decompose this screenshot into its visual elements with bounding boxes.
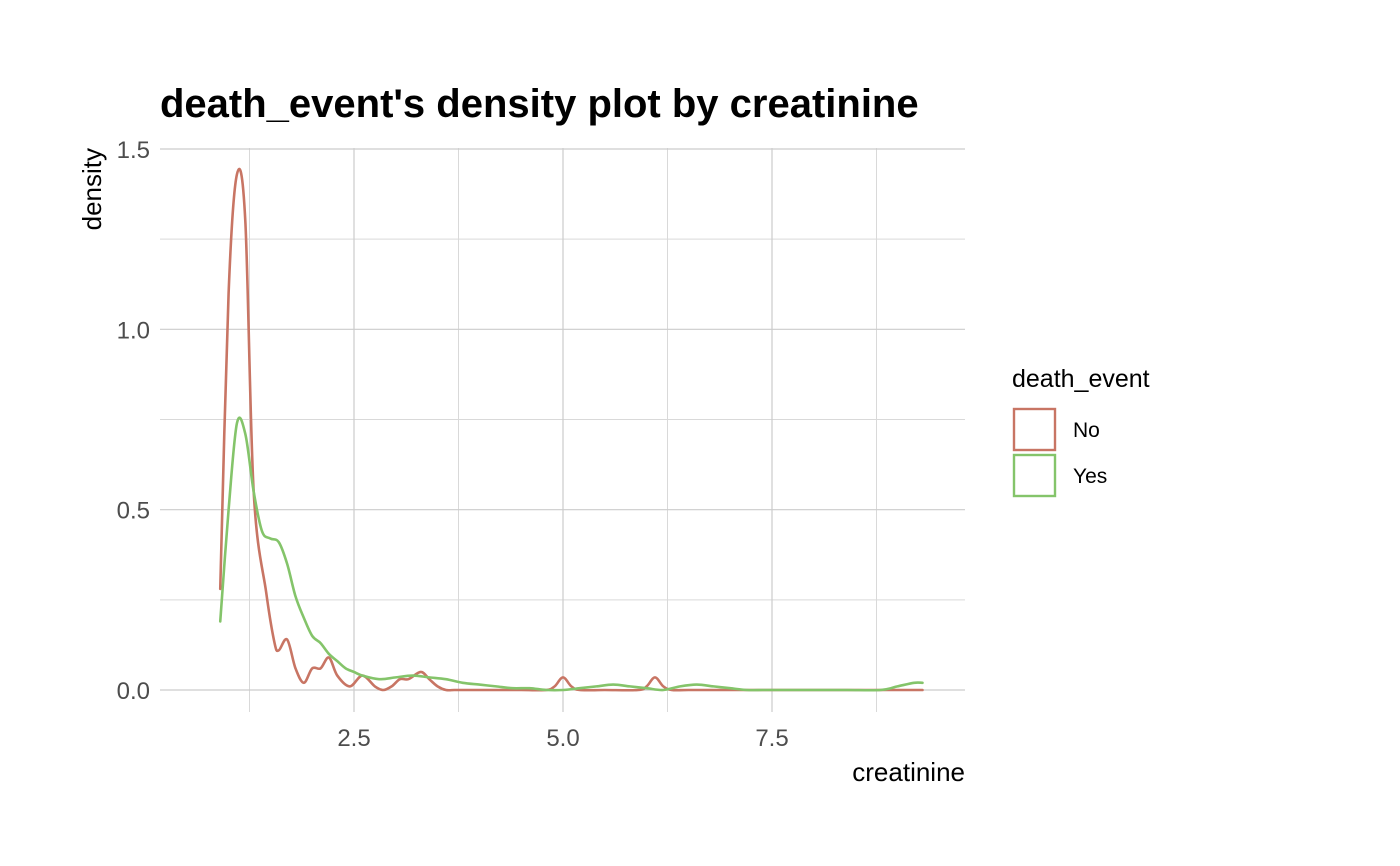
x-tick-label-2: 7.5 <box>755 725 788 752</box>
series-line-no <box>218 167 924 692</box>
series-line-yes <box>218 416 924 692</box>
legend-key-yes <box>1012 453 1057 498</box>
x-axis-ticks: 2.5 5.0 7.5 <box>337 725 788 752</box>
x-axis-title: creatinine <box>852 757 965 787</box>
grid-lines <box>160 148 965 712</box>
y-axis-ticks: 0.0 0.5 1.0 1.5 <box>117 137 150 705</box>
legend-title: death_event <box>1012 365 1150 393</box>
y-tick-label-2: 1.0 <box>117 317 150 344</box>
y-tick-label-3: 1.5 <box>117 137 150 164</box>
y-tick-label-0: 0.0 <box>117 678 150 705</box>
legend: death_event No Yes <box>1012 365 1150 498</box>
x-tick-label-1: 5.0 <box>546 725 579 752</box>
legend-key-no <box>1012 407 1057 452</box>
y-tick-label-1: 0.5 <box>117 498 150 525</box>
x-tick-label-0: 2.5 <box>337 725 370 752</box>
legend-label-yes: Yes <box>1073 465 1107 488</box>
chart-title: death_event's density plot by creatinine <box>160 82 919 126</box>
legend-label-no: No <box>1073 419 1100 442</box>
y-axis-title: density <box>77 148 107 230</box>
density-series <box>218 167 924 692</box>
